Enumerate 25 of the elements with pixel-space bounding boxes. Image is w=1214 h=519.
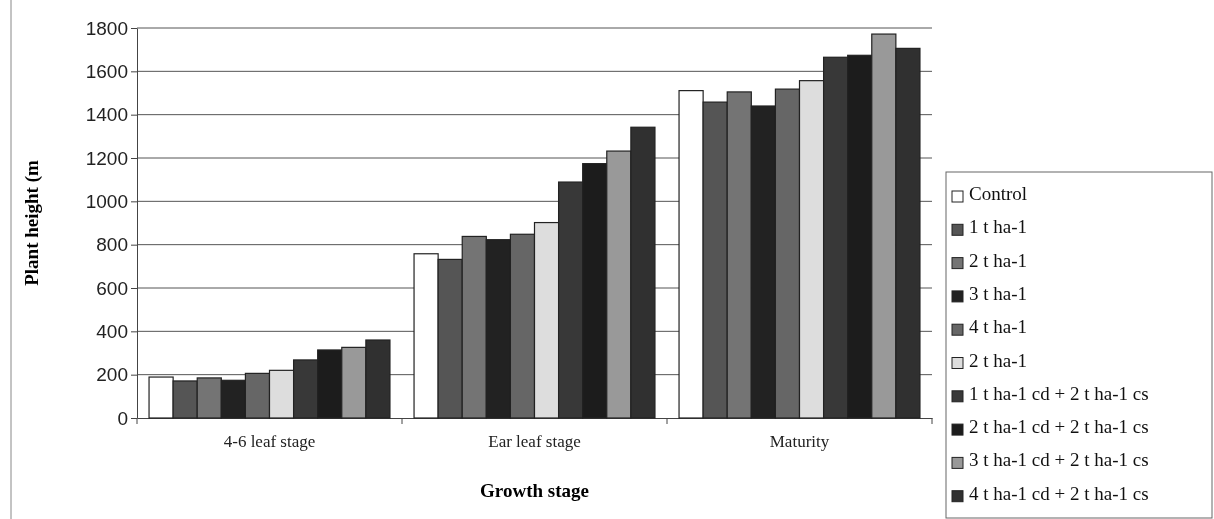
x-tick-label: Ear leaf stage [488, 431, 581, 451]
y-tick-label: 200 [96, 364, 128, 386]
y-tick-label: 1200 [85, 147, 128, 169]
y-tick-label: 0 [117, 407, 128, 429]
y-tick-label: 1000 [85, 190, 128, 212]
x-tick-label: Maturity [769, 431, 830, 451]
y-tick-label: 1400 [85, 104, 128, 126]
legend-label: 3 t ha-1 [969, 282, 1028, 304]
legend-label: 2 t ha-1 cd + 2 t ha-1 cs [969, 416, 1149, 438]
y-tick-label: 1600 [85, 60, 128, 82]
y-tick-label: 1800 [85, 17, 128, 39]
legend-label: 4 t ha-1 [969, 316, 1028, 338]
legend-label: 2 t ha-1 [969, 349, 1028, 371]
x-axis-title: Growth stage [480, 480, 589, 501]
legend-label: 3 t ha-1 cd + 2 t ha-1 cs [969, 449, 1149, 471]
y-tick-label: 400 [96, 320, 128, 342]
legend-label: Control [969, 183, 1028, 204]
legend-label: 1 t ha-1 cd + 2 t ha-1 cs [969, 382, 1149, 404]
y-axis-title: Plant height (m [21, 160, 43, 286]
y-tick-label: 800 [96, 234, 128, 256]
legend-label: 4 t ha-1 cd + 2 t ha-1 cs [969, 482, 1149, 504]
legend-label: 1 t ha-1 [969, 216, 1028, 238]
legend-label: 2 t ha-1 [969, 249, 1028, 271]
y-tick-label: 600 [96, 277, 128, 299]
x-tick-label: 4-6 leaf stage [223, 431, 316, 451]
